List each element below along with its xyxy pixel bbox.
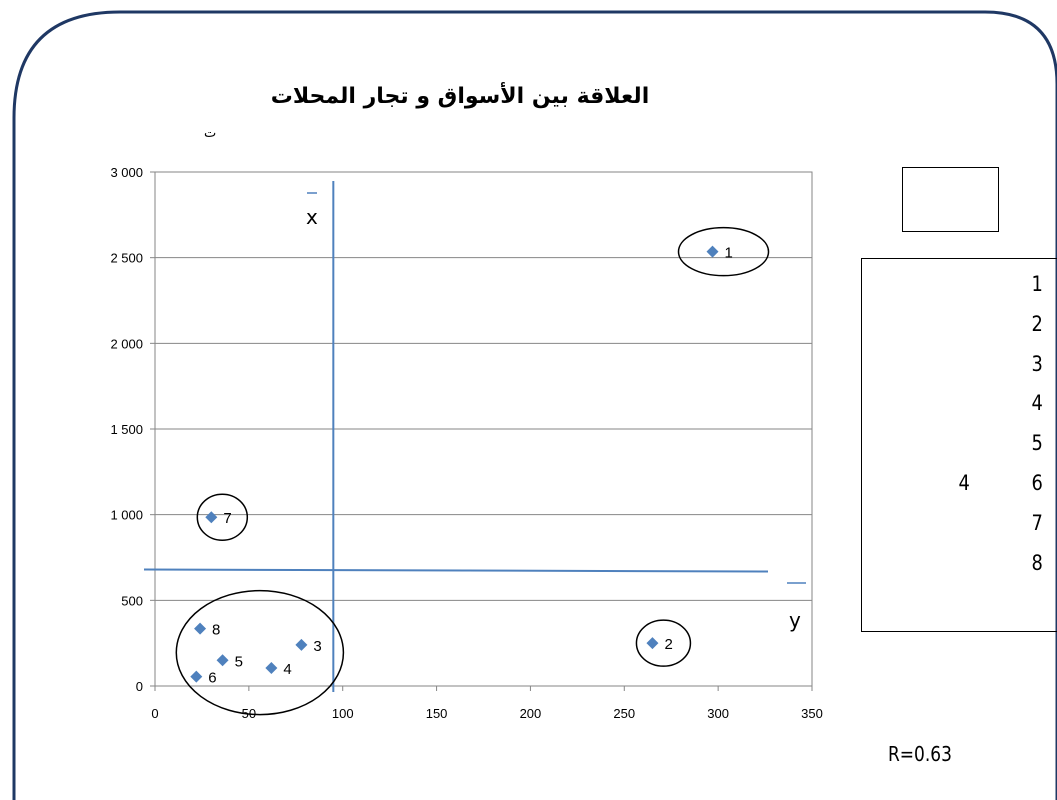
- y-tick-label: 500: [121, 593, 143, 608]
- x-tick-label: 350: [801, 706, 823, 721]
- chart-title: العلاقة بين الأسواق و تجار المحلات: [270, 84, 650, 109]
- data-point-marker: [706, 245, 719, 258]
- table-row-number: 8: [1031, 550, 1043, 575]
- title-mark: ت: [204, 126, 217, 141]
- grid-layer: [154, 171, 813, 687]
- y-tick-label: 2 500: [110, 251, 143, 266]
- x-tick-label: 100: [332, 706, 354, 721]
- data-point-marker: [646, 637, 659, 650]
- highlight-ellipses: [175, 226, 770, 716]
- data-point-label: 2: [664, 636, 672, 653]
- x-tick-label: 150: [426, 706, 448, 721]
- highlight-ellipse-cluster: [175, 589, 345, 716]
- data-table-box: [861, 258, 1057, 632]
- table-row-value: 4: [958, 471, 970, 495]
- mean-y-line: [143, 568, 769, 573]
- y-tick-label: 2 000: [110, 336, 143, 351]
- x-tick-label: 200: [520, 706, 542, 721]
- data-point-label: 6: [208, 670, 216, 687]
- data-point-marker: [205, 511, 218, 524]
- data-point-label: 4: [283, 661, 291, 678]
- y-tick-label: 0: [136, 679, 143, 694]
- empty-box: [902, 167, 999, 232]
- table-row-number: 6: [1031, 471, 1043, 495]
- data-point-label: 1: [725, 245, 733, 262]
- x-tick-label: 0: [151, 706, 158, 721]
- table-row-number: 5: [1031, 431, 1043, 456]
- table-row-number: 3: [1031, 351, 1043, 376]
- data-point-marker: [295, 638, 308, 651]
- data-point-marker: [265, 662, 278, 675]
- data-point-label: 7: [223, 510, 231, 527]
- y-tick-label: 3 000: [110, 165, 143, 180]
- data-point-marker: [190, 670, 203, 683]
- data-point-label: 8: [212, 622, 220, 639]
- table-row-number: 1: [1031, 272, 1043, 296]
- y-tick-label: 1 500: [110, 422, 143, 437]
- highlight-ellipse-point-2: [635, 619, 692, 667]
- table-row-number: 4: [1031, 391, 1043, 416]
- data-point-label: 5: [235, 653, 243, 670]
- data-point-label: 3: [313, 638, 321, 655]
- x-tick-label: 300: [707, 706, 729, 721]
- data-points: 1 2 3 4 5 6 7 8: [190, 245, 733, 687]
- data-point-marker: [216, 654, 229, 667]
- highlight-ellipse-point-1: [677, 226, 770, 277]
- x-tick-label: 250: [613, 706, 635, 721]
- highlight-ellipse-point-7: [196, 493, 249, 541]
- mean-x-label: x: [306, 205, 318, 229]
- mean-lines: xy: [143, 181, 806, 692]
- mean-y-label: y: [789, 608, 801, 632]
- correlation-value: R=0.63: [888, 742, 952, 766]
- y-tick-label: 1 000: [110, 508, 143, 523]
- table-row-number: 2: [1031, 311, 1043, 336]
- data-point-marker: [194, 622, 207, 635]
- table-row-number: 7: [1031, 510, 1043, 535]
